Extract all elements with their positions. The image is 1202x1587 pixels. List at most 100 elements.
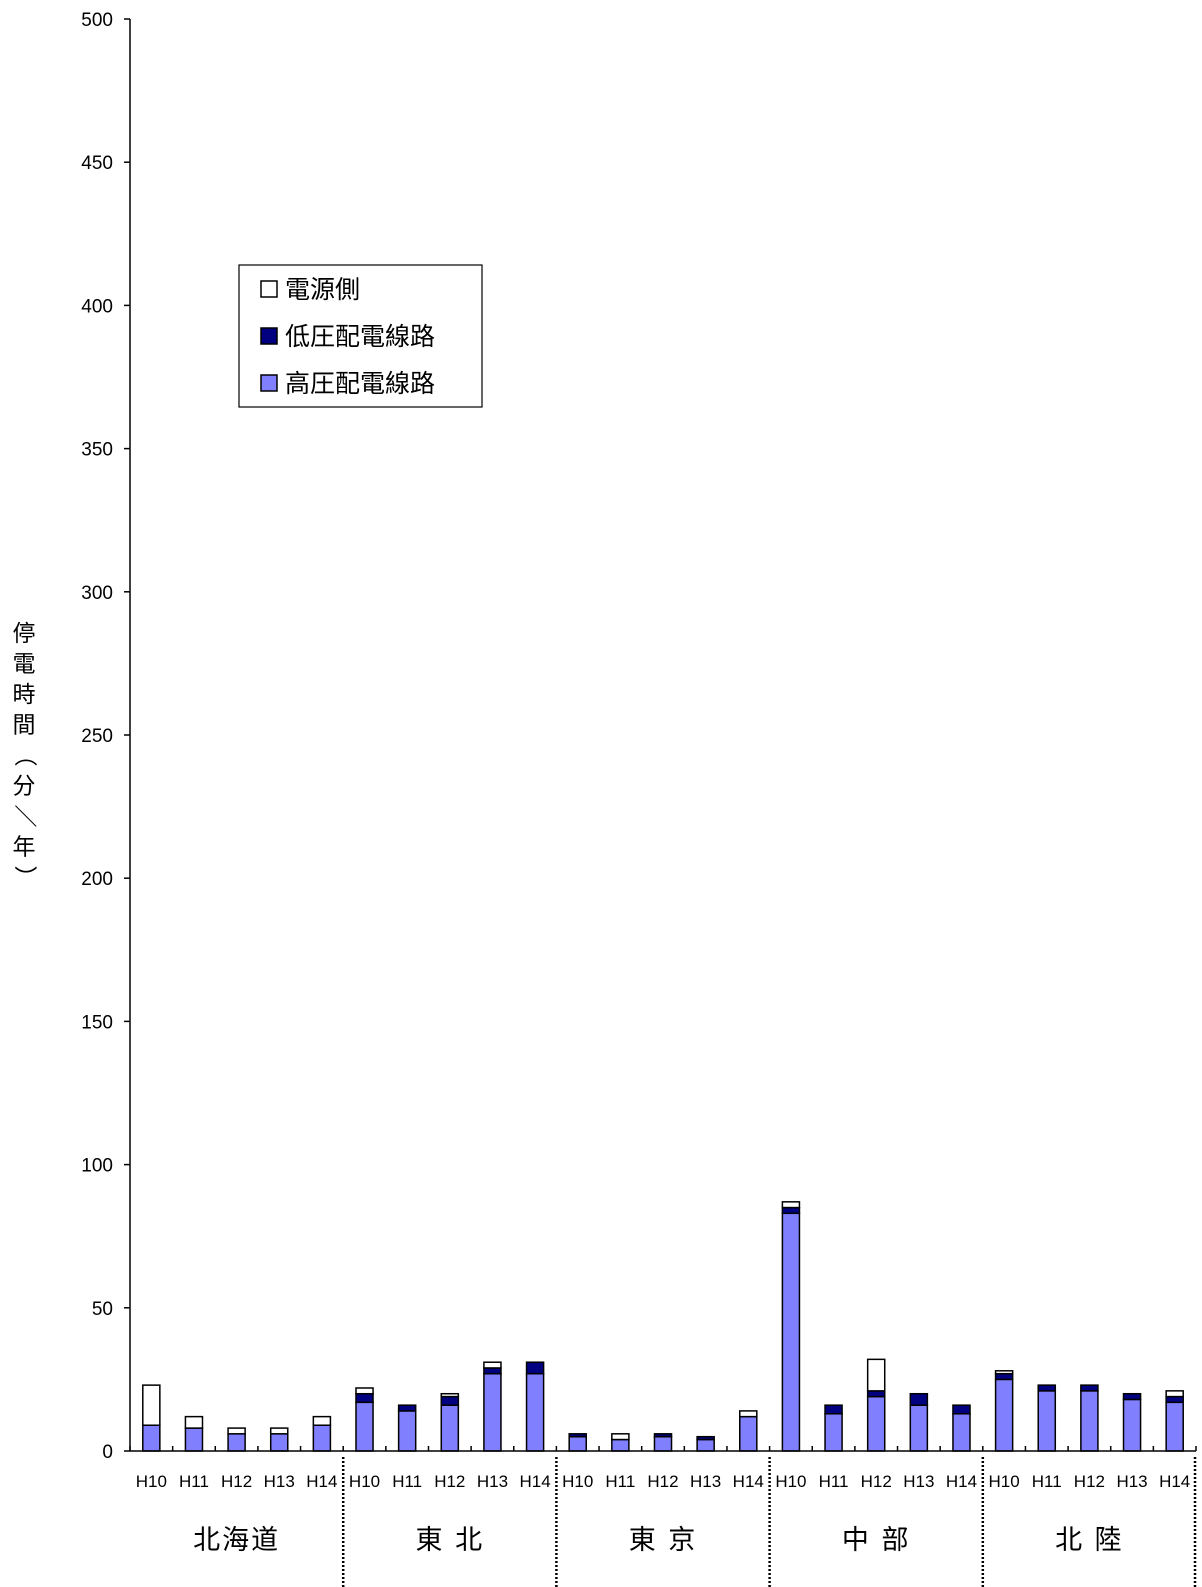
x-category-label: H14 bbox=[519, 1472, 550, 1491]
y-tick-label: 400 bbox=[81, 296, 113, 317]
bar-segment-high-voltage bbox=[1165, 1401, 1184, 1452]
bar-segment-low-voltage bbox=[1122, 1392, 1142, 1401]
y-axis-ticks: 0 50 100 150 200 250 300 350 400 450 500 bbox=[81, 10, 130, 1463]
bar-segment-low-voltage bbox=[397, 1404, 417, 1412]
y-tick-label: 200 bbox=[81, 869, 113, 890]
x-category-label: H13 bbox=[903, 1472, 934, 1491]
legend-box bbox=[238, 264, 483, 408]
bar-segment-low-voltage bbox=[994, 1372, 1014, 1381]
bar-segment-low-voltage bbox=[866, 1390, 886, 1398]
y-tick-label: 500 bbox=[81, 10, 113, 31]
x-category-label: H14 bbox=[1159, 1472, 1190, 1491]
legend-label-high-voltage: 高圧配電線路 bbox=[285, 369, 435, 398]
bar-segment-high-voltage bbox=[525, 1372, 545, 1452]
bar-segment-high-voltage bbox=[653, 1435, 673, 1452]
x-category-label: H12 bbox=[861, 1472, 892, 1491]
x-category-label: H12 bbox=[647, 1472, 678, 1491]
group-label: 北 陸 bbox=[1055, 1525, 1124, 1556]
x-category-label: H14 bbox=[306, 1472, 337, 1491]
group-label: 北海道 bbox=[193, 1525, 280, 1556]
y-axis-label-char: 年 bbox=[13, 835, 36, 861]
bar-segment-power-side bbox=[227, 1427, 246, 1435]
bar-segment-high-voltage bbox=[739, 1415, 758, 1452]
bar-segment-high-voltage bbox=[184, 1427, 204, 1452]
bar-segment-power-side bbox=[269, 1427, 289, 1435]
bar-segment-low-voltage bbox=[355, 1392, 374, 1404]
bar-segment-power-side bbox=[184, 1415, 204, 1429]
bar-segment-high-voltage bbox=[142, 1424, 161, 1452]
bar-segment-high-voltage bbox=[611, 1438, 630, 1452]
y-axis-label-char: ／ bbox=[12, 805, 38, 828]
x-category-label: H11 bbox=[605, 1472, 635, 1491]
bar-segment-high-voltage bbox=[568, 1435, 587, 1452]
bar-segment-high-voltage bbox=[909, 1404, 929, 1452]
bar-segment-low-voltage bbox=[1037, 1384, 1057, 1392]
bar-segment-low-voltage bbox=[653, 1433, 673, 1438]
bar-segment-power-side bbox=[312, 1415, 332, 1426]
bar-segment-power-side bbox=[611, 1433, 630, 1441]
bar-segment-high-voltage bbox=[355, 1401, 374, 1452]
x-category-label: H13 bbox=[690, 1472, 721, 1491]
x-category-label: H10 bbox=[989, 1472, 1020, 1491]
legend: 電源側 低圧配電線路 高圧配電線路 bbox=[238, 264, 483, 408]
bar-segment-low-voltage bbox=[525, 1361, 545, 1375]
bar-segment-low-voltage bbox=[483, 1367, 502, 1375]
bar-segment-high-voltage bbox=[269, 1433, 289, 1452]
bar-segment-high-voltage bbox=[696, 1438, 715, 1452]
x-category-label: H10 bbox=[136, 1472, 167, 1491]
x-category-label: H14 bbox=[946, 1472, 977, 1491]
y-axis-label-char: 停 bbox=[13, 621, 36, 647]
bar-segment-low-voltage bbox=[909, 1392, 929, 1406]
bar-segment-high-voltage bbox=[440, 1404, 460, 1452]
bar-segment-high-voltage bbox=[227, 1433, 246, 1452]
y-axis-label-char: 間 bbox=[13, 713, 36, 739]
x-category-label: H12 bbox=[221, 1472, 252, 1491]
y-axis-label-char: 分 bbox=[13, 774, 36, 800]
x-category-label: H10 bbox=[775, 1472, 806, 1491]
bar-segment-low-voltage bbox=[1165, 1395, 1184, 1404]
x-category-label: H10 bbox=[562, 1472, 593, 1491]
bar-segment-low-voltage bbox=[781, 1206, 801, 1215]
bar-segment-power-side bbox=[483, 1361, 502, 1369]
bar-segment-low-voltage bbox=[1080, 1384, 1099, 1392]
x-category-label: H13 bbox=[1116, 1472, 1147, 1491]
bar-segment-high-voltage bbox=[397, 1410, 417, 1452]
group-label: 東 北 bbox=[416, 1525, 485, 1556]
legend-label-low-voltage: 低圧配電線路 bbox=[285, 322, 435, 351]
group-label: 中 部 bbox=[842, 1525, 911, 1556]
bars bbox=[142, 1201, 1184, 1452]
y-tick-label: 150 bbox=[81, 1012, 113, 1033]
y-tick-label: 300 bbox=[81, 583, 113, 604]
y-tick-label: 450 bbox=[81, 153, 113, 174]
group-labels: 北海道 東 北 東 京 中 部 北 陸 bbox=[193, 1457, 1197, 1587]
bar-segment-high-voltage bbox=[1080, 1390, 1099, 1452]
legend-swatch-power-side bbox=[260, 280, 278, 298]
legend-swatch-low-voltage bbox=[260, 327, 278, 345]
axes bbox=[129, 19, 1197, 1452]
bar-segment-high-voltage bbox=[1122, 1398, 1142, 1452]
y-axis-label-char: 時 bbox=[13, 682, 36, 708]
group-label: 東 京 bbox=[629, 1525, 698, 1556]
x-category-label: H11 bbox=[819, 1472, 849, 1491]
x-axis-labels: H10 H11 H12 H13 H14 H10 H11 H12 H13 H14 H10 H11 H12 H… bbox=[136, 1472, 1191, 1491]
y-axis-label-char: 電 bbox=[13, 652, 36, 678]
x-category-label: H14 bbox=[733, 1472, 764, 1491]
bar-segment-high-voltage bbox=[483, 1372, 502, 1452]
x-category-label: H11 bbox=[1032, 1472, 1062, 1491]
y-tick-label: 350 bbox=[81, 440, 113, 461]
legend-label-power-side: 電源側 bbox=[285, 275, 360, 304]
x-category-label: H12 bbox=[1074, 1472, 1105, 1491]
bar-segment-high-voltage bbox=[866, 1395, 886, 1452]
bar-segment-power-side bbox=[994, 1370, 1014, 1375]
bar-segment-power-side bbox=[440, 1392, 460, 1398]
y-axis-label-char: （ bbox=[12, 744, 38, 767]
bar-segment-low-voltage bbox=[696, 1435, 715, 1441]
bar-segment-high-voltage bbox=[952, 1413, 971, 1452]
x-category-label: H12 bbox=[434, 1472, 465, 1491]
y-axis-label-char: ） bbox=[12, 866, 38, 889]
y-tick-label: 250 bbox=[81, 726, 113, 747]
bar-segment-high-voltage bbox=[824, 1413, 843, 1452]
bar-segment-high-voltage bbox=[1037, 1390, 1057, 1452]
bar-segment-low-voltage bbox=[824, 1404, 843, 1415]
